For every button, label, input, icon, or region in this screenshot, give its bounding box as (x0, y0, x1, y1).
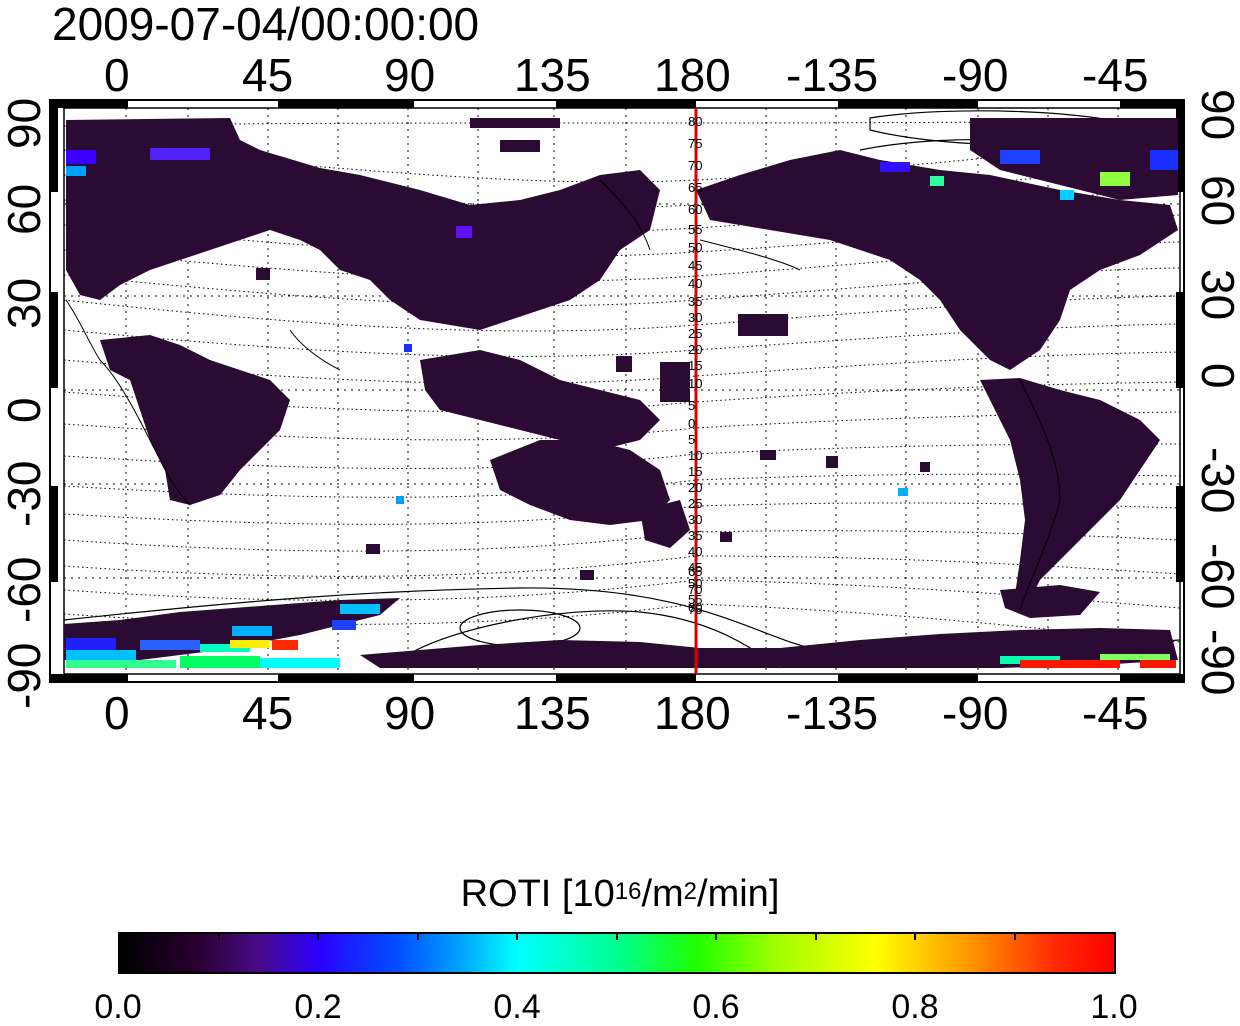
contour-label: 65 (688, 564, 702, 579)
right-lat-tick: -60 (1192, 543, 1240, 610)
right-lat-tick: -30 (1192, 447, 1240, 514)
contour-label: 70 (688, 158, 702, 173)
contour-label: 10 (688, 448, 702, 463)
contour-label: 15 (688, 464, 702, 479)
map-canvas: 80 75 70 65 60 55 50 45 40 35 30 25 20 1… (49, 99, 1185, 683)
contour-label: 50 (688, 576, 702, 591)
left-lat-tick: 0 (0, 397, 50, 423)
contour-label: 75 (688, 602, 702, 617)
colorbar-label: 1.0 (1090, 988, 1138, 1026)
bottom-lon-tick: -45 (1082, 687, 1149, 739)
contour-label: 40 (688, 544, 702, 559)
contour-label: 75 (688, 136, 702, 151)
map-title: 2009-07-04/00:00:00 (52, 0, 480, 50)
contour-label: 50 (688, 240, 702, 255)
top-lon-tick: -135 (786, 49, 879, 101)
bottom-lon-tick: -135 (786, 687, 879, 739)
top-lon-tick: 90 (384, 49, 436, 101)
left-lat-tick: -30 (0, 460, 50, 527)
colorbar-label: 0.0 (94, 988, 142, 1026)
contour-label: 40 (688, 276, 702, 291)
contour-label: 55 (688, 222, 702, 237)
left-lat-tick: 30 (0, 277, 50, 329)
top-lon-tick: 45 (242, 49, 294, 101)
contour-label: 60 (688, 202, 702, 217)
contour-label: 80 (688, 114, 702, 129)
colorbar-label: 0.4 (493, 988, 541, 1026)
top-lon-tick: -45 (1082, 49, 1149, 101)
left-lat-tick: -60 (0, 556, 50, 623)
bottom-lon-tick: 180 (654, 687, 731, 739)
contour-label-group: 80 75 70 65 60 55 50 45 40 35 30 25 20 1… (688, 114, 702, 617)
top-lon-tick: 135 (514, 49, 591, 101)
contour-label: 60 (688, 600, 702, 615)
bottom-lon-tick: 45 (242, 687, 294, 739)
colorbar-title: ROTI [1016/m2/min] (460, 873, 780, 915)
bottom-lon-tick: 0 (104, 687, 130, 739)
contour-label: 35 (688, 528, 702, 543)
roti-high-cells (66, 148, 1178, 668)
bottom-lon-tick: 90 (384, 687, 436, 739)
colorbar-label: 0.6 (692, 988, 740, 1026)
top-lon-tick: -90 (942, 49, 1009, 101)
contour-label: 65 (688, 180, 702, 195)
contour-label: 55 (688, 592, 702, 607)
contour-label: 30 (688, 512, 702, 527)
colorbar-label: 0.8 (891, 988, 939, 1026)
top-lon-tick: 0 (104, 49, 130, 101)
colorbar-label: 0.2 (294, 988, 342, 1026)
contour-label: 10 (688, 376, 702, 391)
contour-label: 45 (688, 560, 702, 575)
contour-label: 5 (688, 398, 695, 413)
contour-label: 25 (688, 496, 702, 511)
bottom-lon-tick: 135 (514, 687, 591, 739)
contour-label: 20 (688, 342, 702, 357)
right-lat-tick: 30 (1192, 269, 1240, 321)
right-lat-tick: -90 (1192, 629, 1240, 696)
left-lat-tick: 60 (0, 183, 50, 235)
bottom-lon-tick: -90 (942, 687, 1009, 739)
left-lat-tick: 90 (0, 97, 50, 149)
contour-label: 15 (688, 358, 702, 373)
left-lat-tick: -90 (0, 642, 50, 709)
contour-label: 20 (688, 480, 702, 495)
contour-label: 0 (688, 416, 695, 431)
contour-label: 5 (688, 432, 695, 447)
roti-map: 80 75 70 65 60 55 50 45 40 35 30 25 20 1… (0, 49, 1240, 739)
contour-label: 30 (688, 310, 702, 325)
coastlines (65, 179, 1061, 611)
right-lat-tick: 0 (1192, 363, 1240, 389)
top-scale-bar (50, 100, 1184, 682)
contour-label: 35 (688, 294, 702, 309)
right-lat-tick: 90 (1192, 89, 1240, 141)
contour-label: 45 (688, 258, 702, 273)
contour-label: 70 (688, 582, 702, 597)
contour-label: 25 (688, 326, 702, 341)
top-lon-tick: 180 (654, 49, 731, 101)
right-lat-tick: 60 (1192, 175, 1240, 227)
